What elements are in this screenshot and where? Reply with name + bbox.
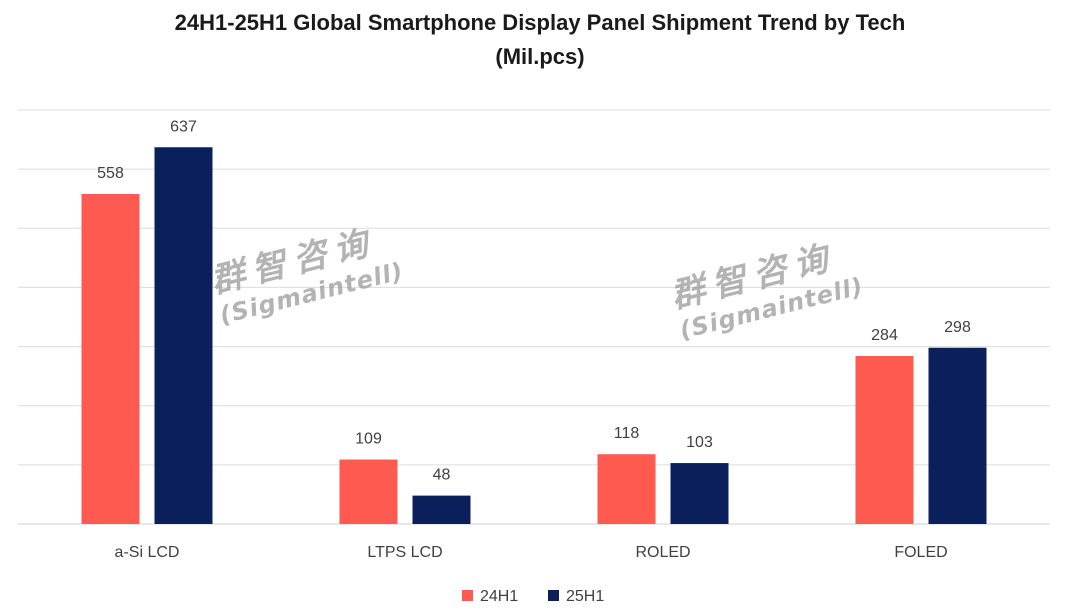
bar-a-si-lcd-24h1 — [81, 193, 140, 525]
chart-title-unit: (Mil.pcs) — [495, 44, 585, 69]
chart-title: 24H1-25H1 Global Smartphone Display Pane… — [0, 6, 1080, 74]
bar-foled-24h1 — [855, 356, 914, 524]
data-label-a-si-lcd-25h1: 637 — [170, 118, 197, 135]
x-tick-label-roled: ROLED — [635, 544, 690, 561]
x-tick-label-a-si-lcd: a-Si LCD — [115, 544, 180, 561]
x-tick-label-foled: FOLED — [894, 544, 947, 561]
bar-roled-24h1 — [597, 454, 656, 524]
bar-ltps-lcd-25h1 — [412, 495, 471, 524]
chart-title-main: 24H1-25H1 Global Smartphone Display Pane… — [174, 10, 906, 35]
data-label-foled-25h1: 298 — [944, 319, 971, 336]
bar-roled-25h1 — [670, 463, 729, 524]
data-label-roled-24h1: 118 — [614, 425, 640, 442]
data-label-ltps-lcd-24h1: 109 — [355, 431, 382, 448]
legend-label-24h1: 24H1 — [480, 588, 518, 605]
data-label-a-si-lcd-24h1: 558 — [97, 165, 124, 182]
legend-swatch-24h1 — [462, 590, 473, 601]
legend-label-25h1: 25H1 — [566, 588, 604, 605]
legend-swatch-25h1 — [548, 590, 559, 601]
bar-a-si-lcd-25h1 — [154, 147, 213, 524]
x-tick-label-ltps-lcd: LTPS LCD — [367, 544, 442, 561]
bar-ltps-lcd-24h1 — [339, 459, 398, 524]
data-label-foled-24h1: 284 — [871, 327, 898, 344]
data-label-roled-25h1: 103 — [686, 434, 713, 451]
bar-foled-25h1 — [928, 347, 987, 524]
data-label-ltps-lcd-25h1: 48 — [433, 467, 451, 484]
